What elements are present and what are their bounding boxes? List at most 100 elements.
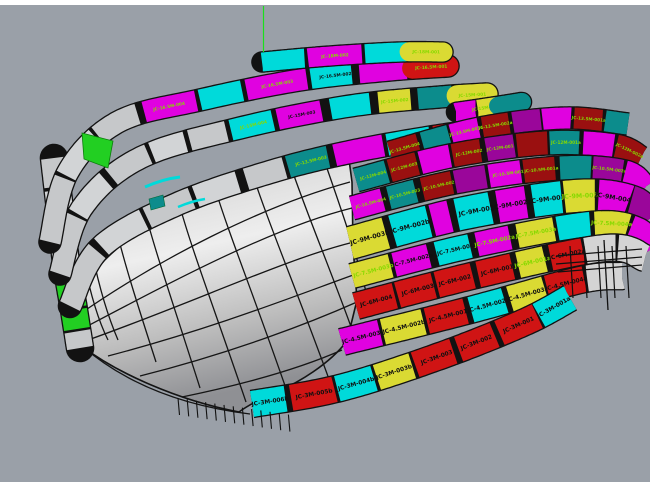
hull-plate[interactable] [148, 131, 189, 163]
hull-plate[interactable] [532, 286, 577, 327]
hull-plate[interactable] [487, 160, 523, 188]
hull-plate[interactable] [423, 298, 469, 334]
hull-plate[interactable] [284, 146, 331, 178]
hull-plate[interactable] [64, 329, 93, 351]
hull-plate[interactable] [597, 179, 635, 217]
hull-plate[interactable] [452, 165, 488, 194]
hull-plate[interactable] [358, 58, 408, 84]
hull-plate[interactable] [394, 272, 437, 308]
hull-plate[interactable] [388, 205, 433, 247]
hull-plate[interactable] [288, 376, 338, 411]
hull-plate[interactable] [242, 157, 288, 190]
hull-plate[interactable] [352, 283, 398, 319]
hull-plate[interactable] [410, 338, 458, 378]
hull-plate[interactable] [275, 100, 324, 130]
hull-plate[interactable] [530, 181, 564, 217]
teal-plate-chip[interactable] [148, 194, 166, 211]
hull-plate[interactable] [474, 225, 513, 257]
hull-plate[interactable] [585, 263, 625, 292]
hull-plate[interactable] [480, 112, 511, 138]
hull-plate[interactable] [348, 254, 394, 288]
hull-plate[interactable] [603, 110, 630, 135]
hull-plate[interactable] [448, 117, 481, 145]
hull-plate[interactable] [334, 365, 378, 402]
hull-plate[interactable] [141, 90, 199, 123]
hull-plate[interactable] [191, 171, 241, 207]
hull-plate[interactable] [104, 144, 153, 185]
3d-viewport[interactable]: JC-13.5M-003 JC-13.5M-002 JC-13.5M-001 JC-1… [0, 5, 650, 482]
hull-plate[interactable] [467, 288, 509, 323]
hull-plate[interactable] [379, 309, 427, 345]
hull-plate[interactable] [428, 200, 454, 237]
hull-plate[interactable] [475, 253, 516, 288]
hull-plate[interactable] [454, 323, 500, 362]
hull-plate[interactable] [573, 107, 603, 131]
hull-plate[interactable] [495, 186, 529, 223]
hull-plate[interactable] [515, 131, 548, 157]
hull-plate[interactable] [186, 121, 229, 151]
hull-plate[interactable] [50, 212, 87, 278]
hull-plate[interactable] [489, 93, 531, 115]
hull-plate[interactable] [617, 234, 650, 271]
hull-plate[interactable] [541, 107, 572, 130]
hull-plate[interactable] [417, 144, 453, 174]
hull-plate[interactable] [543, 266, 587, 302]
hull-plate[interactable] [402, 55, 459, 79]
hull-plate[interactable] [338, 319, 384, 355]
hull-plate[interactable] [332, 134, 386, 167]
hull-plate[interactable] [583, 234, 616, 264]
hull-plate[interactable] [511, 108, 542, 133]
hull-plate[interactable] [94, 209, 149, 255]
hull-plate[interactable] [506, 276, 549, 312]
hull-plate[interactable] [592, 156, 625, 183]
hull-plate[interactable] [391, 244, 432, 277]
hull-plate[interactable] [386, 133, 422, 163]
hull-plate[interactable] [328, 92, 372, 120]
hull-plate[interactable] [626, 186, 650, 231]
plate-band-w1[interactable]: JC-12M-004JC-12M-003JC-12M-002JC-12M-001… [352, 129, 648, 193]
hull-plate[interactable] [372, 353, 417, 390]
hull-plate[interactable] [582, 131, 616, 158]
hull-plate[interactable] [494, 304, 543, 345]
hull-plate[interactable] [453, 100, 477, 121]
hull-plate[interactable] [260, 48, 306, 72]
hull-plate[interactable] [622, 160, 650, 198]
hull-plate[interactable] [352, 160, 390, 192]
hull-plate[interactable] [562, 179, 595, 213]
hull-plate[interactable] [433, 263, 476, 298]
hull-plate[interactable] [306, 44, 363, 68]
hull-plate[interactable] [613, 134, 647, 169]
hull-plate[interactable] [349, 188, 386, 220]
hull-plate[interactable] [60, 243, 106, 311]
hull-plate[interactable] [228, 110, 276, 141]
hull-plate[interactable] [419, 171, 455, 201]
hull-plate[interactable] [484, 134, 516, 162]
hull-plate[interactable] [91, 103, 141, 144]
hull-plate[interactable] [446, 83, 498, 107]
hull-plate[interactable] [433, 234, 473, 266]
hull-plating-canvas[interactable]: JC-13.5M-003JC-13.5M-002JC-13.5M-001JC-1… [0, 5, 650, 482]
hull-plate[interactable] [377, 88, 412, 113]
hull-plate[interactable] [515, 246, 548, 278]
hull-plate[interactable] [244, 68, 309, 101]
hull-plate[interactable] [197, 80, 245, 111]
hull-plate[interactable] [450, 139, 483, 167]
hull-plate[interactable] [250, 385, 288, 417]
hull-plate[interactable] [522, 156, 556, 183]
hull-plate[interactable] [69, 172, 114, 220]
hull-plate[interactable] [419, 125, 452, 153]
hull-plate[interactable] [39, 174, 75, 245]
hull-plate[interactable] [346, 217, 391, 259]
hull-plate[interactable] [594, 211, 632, 238]
selected-plate-green[interactable] [81, 132, 114, 169]
hull-plate[interactable] [386, 179, 419, 210]
hull-plate[interactable] [386, 152, 421, 182]
hull-plate[interactable] [453, 192, 494, 231]
plate-band-kx[interactable]: JC-15M-001a [445, 91, 533, 123]
hull-plate[interactable] [555, 212, 591, 241]
hull-plate[interactable] [559, 155, 592, 180]
hull-plate[interactable] [515, 217, 557, 248]
hull-plate[interactable] [142, 187, 196, 228]
